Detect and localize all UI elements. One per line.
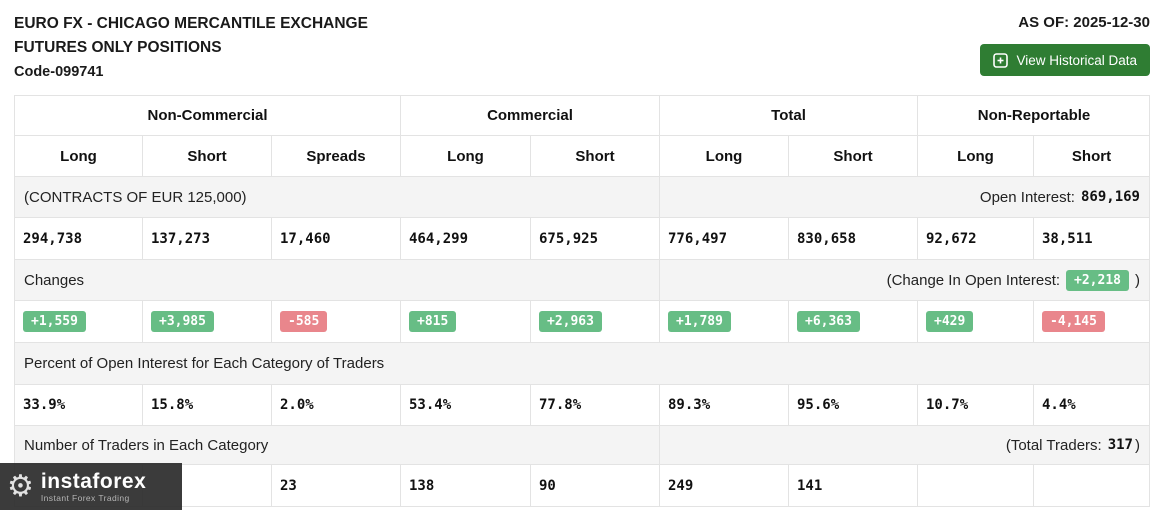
percent-label-row: Percent of Open Interest for Each Catego… [15, 343, 1149, 385]
percent-value: 2.0% [272, 385, 401, 425]
instaforex-wordmark: instaforex Instant Forex Trading [40, 469, 147, 503]
changes-label: Changes [15, 260, 660, 300]
column-header-row: Long Short Spreads Long Short Long Short… [15, 136, 1149, 177]
total-traders-close-paren: ) [1135, 436, 1140, 454]
group-header-row: Non-Commercial Commercial Total Non-Repo… [15, 96, 1149, 136]
open-interest: Open Interest: 869,169 [660, 177, 1149, 217]
contracts-row: (CONTRACTS OF EUR 125,000) Open Interest… [15, 177, 1149, 218]
traders-value: 90 [531, 465, 660, 506]
change-cell: -585 [272, 301, 401, 342]
change-badge: -585 [280, 311, 328, 332]
change-badge: -4,145 [1042, 311, 1105, 332]
total-traders-label: (Total Traders: [1005, 436, 1102, 454]
position-value: 38,511 [1042, 230, 1093, 247]
percent-value: 10.7% [918, 385, 1034, 425]
percent-value: 33.9% [15, 385, 143, 425]
instaforex-tagline: Instant Forex Trading [40, 492, 130, 503]
change-oi-value-badge: +2,218 [1066, 269, 1129, 291]
position-value: 776,497 [660, 218, 789, 259]
as-of-date: AS OF: 2025-12-30 [1018, 14, 1150, 31]
boxed-plus-icon [993, 52, 1009, 68]
position-value: 294,738 [15, 218, 143, 259]
instaforex-brand-text: instaforex [40, 469, 147, 493]
col-nc-short: Short [143, 136, 272, 176]
position-value: 137,273 [143, 218, 272, 259]
group-non-reportable: Non-Reportable [977, 107, 1091, 124]
percent-value: 15.8% [143, 385, 272, 425]
gear-icon: ⚙ [7, 469, 34, 503]
total-traders-value: 317 [1107, 437, 1133, 453]
change-badge: +1,789 [668, 311, 731, 332]
percent-value: 53.4% [401, 385, 531, 425]
traders-value [143, 465, 272, 506]
open-interest-label: Open Interest: [979, 188, 1075, 206]
group-total: Total [660, 96, 918, 135]
change-cell: +2,963 [531, 301, 660, 342]
change-cell: +429 [918, 301, 1034, 342]
percent-value: 77.8% [531, 385, 660, 425]
report-code: Code-099741 [14, 64, 104, 80]
percent-label: Percent of Open Interest for Each Catego… [24, 355, 385, 372]
group-non-commercial: Non-Commercial [15, 96, 401, 135]
cot-table: Non-Commercial Commercial Total Non-Repo… [14, 95, 1150, 507]
percent-value: 89.3% [660, 385, 789, 425]
traders-value [918, 465, 1034, 506]
changes-values-row: +1,559 +3,985 -585 +815 +2,963 +1,789 +6… [15, 301, 1149, 343]
traders-values-row: 23 138 90 249 141 [15, 465, 1149, 506]
report-title-line1: EURO FX - CHICAGO MERCANTILE EXCHANGE [14, 15, 368, 32]
col-nr-short: Short [1071, 147, 1112, 165]
change-badge: +3,985 [151, 311, 214, 332]
traders-label-row: Number of Traders in Each Category (Tota… [15, 426, 1149, 465]
report-title-line2: FUTURES ONLY POSITIONS [14, 39, 222, 56]
traders-value: 23 [272, 465, 401, 506]
view-historical-data-label: View Historical Data [1016, 52, 1137, 68]
traders-label: Number of Traders in Each Category [15, 426, 660, 464]
positions-row: 294,738 137,273 17,460 464,299 675,925 7… [15, 218, 1149, 260]
change-in-open-interest: (Change In Open Interest: +2,218 ) [660, 260, 1149, 300]
traders-value: 138 [401, 465, 531, 506]
change-cell: +1,559 [15, 301, 143, 342]
position-value: 17,460 [272, 218, 401, 259]
change-cell: -4,145 [1034, 301, 1149, 342]
percent-value: 4.4% [1042, 397, 1076, 413]
percent-value: 95.6% [789, 385, 918, 425]
traders-value: 249 [660, 465, 789, 506]
change-cell: +815 [401, 301, 531, 342]
col-t-short: Short [789, 136, 918, 176]
percent-values-row: 33.9% 15.8% 2.0% 53.4% 77.8% 89.3% 95.6%… [15, 385, 1149, 426]
change-badge: +2,963 [539, 311, 602, 332]
col-t-long: Long [660, 136, 789, 176]
change-cell: +1,789 [660, 301, 789, 342]
open-interest-value: 869,169 [1080, 189, 1140, 205]
position-value: 92,672 [918, 218, 1034, 259]
col-nc-spreads: Spreads [272, 136, 401, 176]
contracts-label: (CONTRACTS OF EUR 125,000) [15, 177, 660, 217]
change-badge: +1,559 [23, 311, 86, 332]
position-value: 464,299 [401, 218, 531, 259]
col-c-long: Long [401, 136, 531, 176]
col-nr-long: Long [918, 136, 1034, 176]
col-c-short: Short [531, 136, 660, 176]
change-oi-close-paren: ) [1135, 271, 1140, 289]
changes-label-row: Changes (Change In Open Interest: +2,218… [15, 260, 1149, 301]
report-header: EURO FX - CHICAGO MERCANTILE EXCHANGE FU… [14, 12, 368, 84]
change-cell: +3,985 [143, 301, 272, 342]
position-value: 830,658 [789, 218, 918, 259]
change-cell: +6,363 [789, 301, 918, 342]
instaforex-watermark: ⚙ instaforex Instant Forex Trading [0, 463, 182, 510]
position-value: 675,925 [531, 218, 660, 259]
group-commercial: Commercial [401, 96, 660, 135]
col-nc-long: Long [15, 136, 143, 176]
traders-value [1034, 465, 1149, 506]
view-historical-data-button[interactable]: View Historical Data [980, 44, 1150, 76]
change-oi-label: (Change In Open Interest: [886, 271, 1061, 289]
change-badge: +429 [926, 311, 974, 332]
total-traders: (Total Traders: 317 ) [660, 426, 1149, 464]
traders-value: 141 [789, 465, 918, 506]
change-badge: +815 [409, 311, 457, 332]
change-badge: +6,363 [797, 311, 860, 332]
